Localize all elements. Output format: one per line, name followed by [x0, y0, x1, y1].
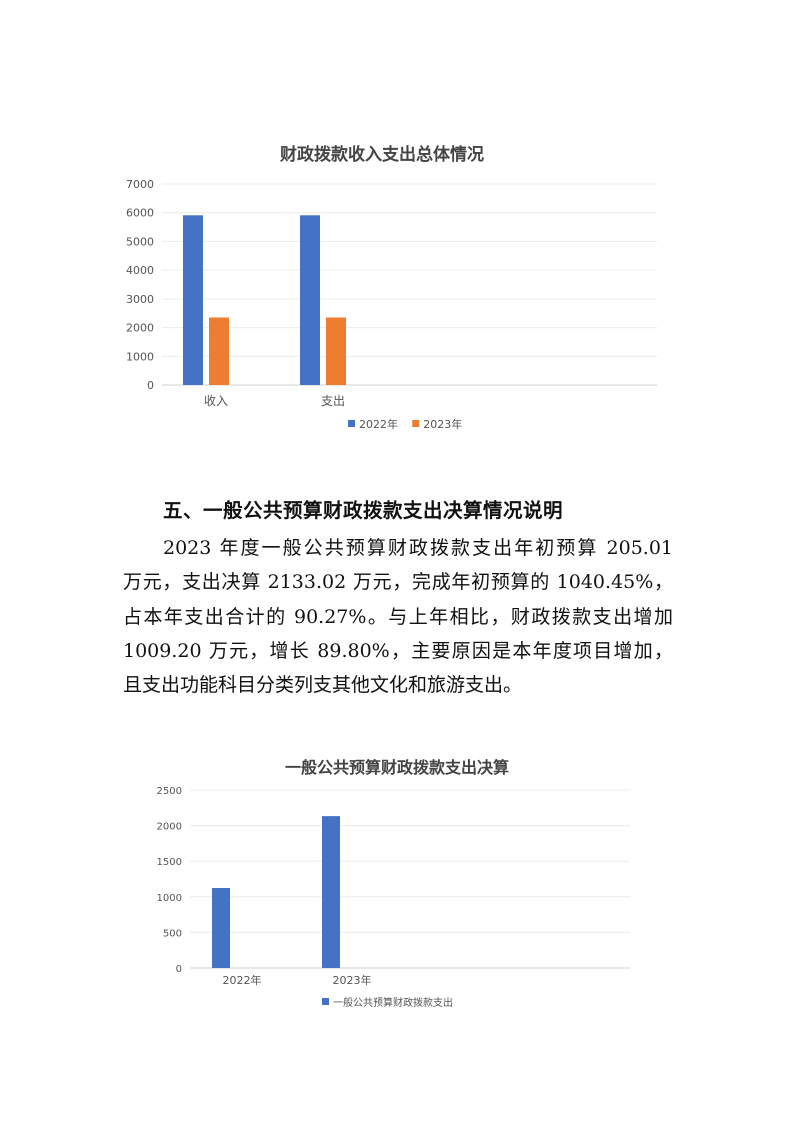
y-tick-label: 2000 — [157, 822, 182, 833]
chart-svg: 财政拨款收入支出总体情况 0 1000 2000 3000 4000 5000 6000 700… — [126, 144, 657, 431]
y-tick-label: 6000 — [126, 207, 154, 220]
chart-overall-income-expense: 财政拨款收入支出总体情况 0 1000 2000 3000 4000 5000 6000 700… — [120, 140, 670, 440]
y-tick-label: 500 — [163, 928, 182, 939]
chart-general-budget-expense: 一般公共预算财政拨款支出决算 0 500 1000 1500 2000 2500 2022年 2… — [140, 750, 640, 1020]
y-tick-label: 0 — [147, 379, 154, 392]
y-tick-label: 2500 — [157, 786, 182, 797]
paragraph-line: 且支出功能科目分类列支其他文化和旅游支出。 — [123, 674, 523, 697]
x-category-label: 2023年 — [333, 973, 372, 987]
bar — [183, 215, 203, 385]
paragraph-line: 1009.20 万元，增长 89.80%，主要原因是本年度项目增加， — [123, 639, 673, 662]
x-category-label: 2022年 — [223, 973, 262, 987]
chart-title: 一般公共预算财政拨款支出决算 — [285, 758, 509, 777]
y-tick-label: 1000 — [157, 893, 182, 904]
section-paragraph: 2023 年度一般公共预算财政拨款支出年初预算 205.01 万元，支出决算 2… — [123, 531, 673, 702]
bar — [326, 317, 346, 385]
x-category-label: 支出 — [321, 394, 345, 408]
x-category-label: 收入 — [204, 394, 228, 408]
y-tick-label: 3000 — [126, 293, 154, 306]
legend-label: 2022年 — [359, 417, 398, 431]
bar — [322, 816, 340, 968]
chart-svg: 一般公共预算财政拨款支出决算 0 500 1000 1500 2000 2500 2022年 2… — [157, 758, 630, 1009]
bar — [300, 215, 320, 385]
y-tick-label: 7000 — [126, 178, 154, 191]
y-tick-label: 4000 — [126, 264, 154, 277]
bar — [212, 887, 230, 968]
y-tick-label: 1000 — [126, 350, 154, 363]
y-tick-label: 2000 — [126, 322, 154, 335]
y-tick-label: 0 — [176, 964, 182, 975]
paragraph-line: 万元，支出决算 2133.02 万元，完成年初预算的 1040.45%， — [123, 571, 673, 594]
y-tick-label: 5000 — [126, 235, 154, 248]
legend-swatch — [322, 998, 329, 1005]
legend-label: 一般公共预算财政拨款支出 — [333, 996, 453, 1009]
legend-swatch — [412, 420, 420, 427]
paragraph-line: 2023 年度一般公共预算财政拨款支出年初预算 205.01 — [163, 537, 673, 559]
y-tick-label: 1500 — [157, 857, 182, 868]
section-heading: 五、一般公共预算财政拨款支出决算情况说明 — [163, 499, 564, 522]
chart-title: 财政拨款收入支出总体情况 — [279, 144, 484, 165]
legend-label: 2023年 — [423, 417, 462, 431]
legend-swatch — [348, 420, 355, 427]
bar — [209, 317, 229, 385]
paragraph-line: 占本年支出合计的 90.27%。与上年相比，财政拨款支出增加 — [123, 605, 673, 628]
